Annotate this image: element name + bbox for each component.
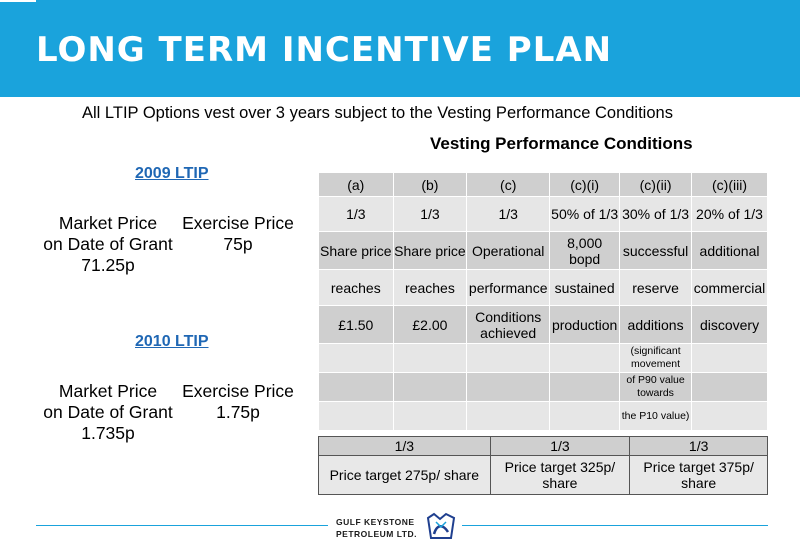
table-cell <box>318 401 394 431</box>
ltip-2009-exercise-price: Exercise Price 75p <box>173 213 303 255</box>
table-row: (a) (b) (c) (c)(i) (c)(ii) (c)(iii) <box>318 172 768 197</box>
table-cell: Share price <box>318 231 394 270</box>
table-cell: reserve <box>619 269 693 306</box>
footer-divider-left <box>36 525 328 526</box>
market-price-label: Market Price <box>58 213 158 233</box>
vesting-conditions-table: (a) (b) (c) (c)(i) (c)(ii) (c)(iii) 1/3 … <box>318 172 768 431</box>
table-cell: additions <box>619 305 693 344</box>
table-cell: Price target 275p/ share <box>318 455 491 495</box>
table-cell: 20% of 1/3 <box>691 196 768 232</box>
table-cell: Share price <box>392 231 468 270</box>
table-cell: 1/3 <box>318 436 491 456</box>
table-row: £1.50 £2.00 Conditions achieved producti… <box>318 305 768 344</box>
table-cell: production <box>549 305 621 344</box>
table-row: Price target 275p/ share Price target 32… <box>318 455 768 495</box>
keystone-logo-icon <box>426 512 456 539</box>
table-row: (significant movement <box>318 343 768 373</box>
table-cell: 1/3 <box>466 196 551 232</box>
table-cell: 50% of 1/3 <box>549 196 621 232</box>
table-cell: of P90 value towards <box>619 372 693 402</box>
table-cell: discovery <box>691 305 768 344</box>
table-row: of P90 value towards <box>318 372 768 402</box>
company-logo-text: GULF KEYSTONE PETROLEUM LTD. <box>336 516 417 540</box>
vesting-subtitle: All LTIP Options vest over 3 years subje… <box>82 104 673 122</box>
table-cell: (c)(iii) <box>691 172 768 197</box>
table-cell: 1/3 <box>392 196 468 232</box>
table-cell: £2.00 <box>392 305 468 344</box>
table-cell: (c)(i) <box>549 172 621 197</box>
title-banner: LONG TERM INCENTIVE PLAN <box>0 0 800 97</box>
table-cell: 8,000 bopd <box>549 231 621 270</box>
table-cell <box>691 372 768 402</box>
logo-line-1: GULF KEYSTONE <box>336 517 415 527</box>
table-cell: sustained <box>549 269 621 306</box>
exercise-price-value: 1.75p <box>216 402 260 422</box>
logo-line-2: PETROLEUM LTD. <box>336 529 417 539</box>
table-cell <box>466 343 551 373</box>
market-price-value: 71.25p <box>81 255 135 275</box>
table-cell <box>549 401 621 431</box>
market-price-sublabel: on Date of Grant <box>43 402 173 422</box>
table-cell <box>392 343 468 373</box>
table-row: Share price Share price Operational 8,00… <box>318 231 768 270</box>
ltip-2009-heading: 2009 LTIP <box>135 165 209 182</box>
table-row: 1/3 1/3 1/3 50% of 1/3 30% of 1/3 20% of… <box>318 196 768 232</box>
table-cell: 1/3 <box>318 196 394 232</box>
table-cell: Price target 325p/ share <box>489 455 631 495</box>
table-cell <box>466 372 551 402</box>
table-cell: Price target 375p/ share <box>629 455 768 495</box>
table-cell: Operational <box>466 231 551 270</box>
table-cell <box>392 401 468 431</box>
table-cell: reaches <box>392 269 468 306</box>
table-cell <box>691 401 768 431</box>
table-cell <box>549 343 621 373</box>
table-cell: reaches <box>318 269 394 306</box>
table-cell: (b) <box>392 172 468 197</box>
table-cell: additional <box>691 231 768 270</box>
ltip-2010-exercise-price: Exercise Price 1.75p <box>173 381 303 423</box>
exercise-price-label: Exercise Price <box>182 381 294 401</box>
page-title: LONG TERM INCENTIVE PLAN <box>36 30 613 70</box>
table-cell: (c)(ii) <box>619 172 693 197</box>
table-cell: successful <box>619 231 693 270</box>
ltip-2009-market-price: Market Price on Date of Grant 71.25p <box>38 213 178 276</box>
table-cell: the P10 value) <box>619 401 693 431</box>
table-cell: (c) <box>466 172 551 197</box>
exercise-price-value: 75p <box>223 234 253 254</box>
table-cell: 30% of 1/3 <box>619 196 693 232</box>
table-cell: 1/3 <box>629 436 768 456</box>
exercise-price-label: Exercise Price <box>182 213 294 233</box>
table-cell: performance <box>466 269 551 306</box>
ltip-2010-heading: 2010 LTIP <box>135 333 209 350</box>
table-cell <box>392 372 468 402</box>
price-targets-table: 1/3 1/3 1/3 Price target 275p/ share Pri… <box>318 436 768 495</box>
table-cell <box>691 343 768 373</box>
table-cell: £1.50 <box>318 305 394 344</box>
table-cell: (a) <box>318 172 394 197</box>
banner-accent <box>0 0 36 2</box>
table-cell <box>318 372 394 402</box>
vesting-conditions-heading: Vesting Performance Conditions <box>430 134 693 153</box>
table-cell <box>466 401 551 431</box>
table-cell: commercial <box>691 269 768 306</box>
market-price-label: Market Price <box>58 381 158 401</box>
market-price-value: 1.735p <box>81 423 135 443</box>
table-cell: Conditions achieved <box>466 305 551 344</box>
table-row: reaches reaches performance sustained re… <box>318 269 768 306</box>
table-row: the P10 value) <box>318 401 768 431</box>
footer-divider-right <box>462 525 768 526</box>
table-cell <box>549 372 621 402</box>
market-price-sublabel: on Date of Grant <box>43 234 173 254</box>
table-cell: (significant movement <box>619 343 693 373</box>
table-cell: 1/3 <box>489 436 631 456</box>
table-row: 1/3 1/3 1/3 <box>318 436 768 456</box>
ltip-2010-market-price: Market Price on Date of Grant 1.735p <box>38 381 178 444</box>
table-cell <box>318 343 394 373</box>
